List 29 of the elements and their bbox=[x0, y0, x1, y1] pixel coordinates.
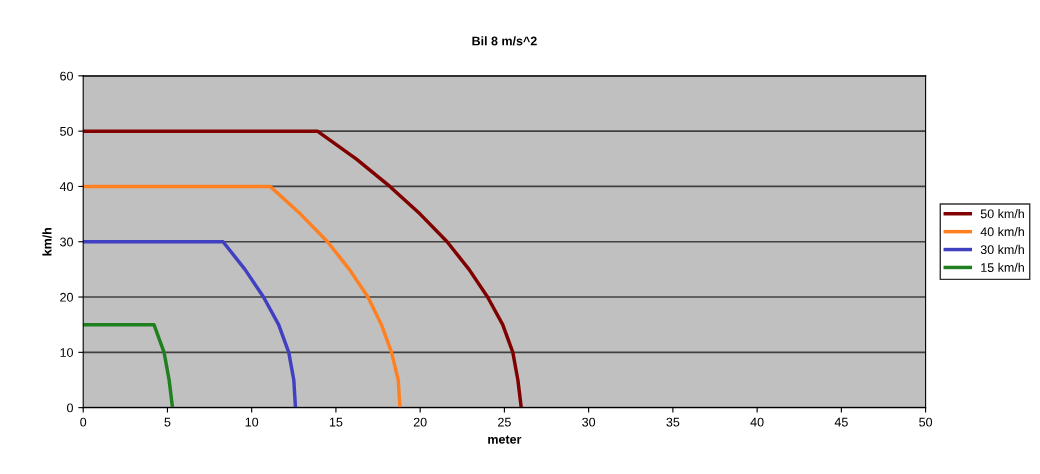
x-tick-label: 45 bbox=[834, 417, 848, 427]
x-tick-label: 50 bbox=[919, 417, 933, 427]
x-tick-label: 40 bbox=[750, 417, 764, 427]
line-series bbox=[83, 129, 523, 408]
legend-label: 30 km/h bbox=[980, 244, 1024, 255]
x-tick-label: 25 bbox=[498, 417, 511, 427]
y-tick-label: 0 bbox=[67, 403, 73, 413]
x-axis-title: meter bbox=[488, 435, 522, 444]
line-series bbox=[83, 322, 175, 408]
y-tick-label: 30 bbox=[60, 237, 73, 247]
x-tick-label: 0 bbox=[80, 417, 87, 427]
x-tick-label: 20 bbox=[413, 417, 427, 427]
legend-label: 15 km/h bbox=[981, 262, 1024, 272]
y-tick-label: 60 bbox=[60, 71, 73, 81]
y-tick-label: 50 bbox=[60, 126, 73, 136]
x-tick-label: 15 bbox=[329, 417, 343, 427]
chart-title: Bil 8 m/s^2 bbox=[472, 36, 537, 46]
y-tick-label: 20 bbox=[60, 292, 73, 302]
legend-label: 40 km/h bbox=[980, 226, 1024, 237]
x-tick-label: 10 bbox=[245, 417, 259, 427]
x-tick-label: 5 bbox=[164, 417, 171, 427]
y-axis-title: km/h bbox=[42, 227, 52, 256]
x-tick-label: 30 bbox=[582, 417, 596, 427]
y-tick-label: 10 bbox=[60, 348, 73, 357]
legend-label: 50 km/h bbox=[980, 209, 1024, 219]
y-tick-label: 40 bbox=[59, 182, 73, 192]
line-series bbox=[83, 240, 298, 408]
x-tick-label: 35 bbox=[666, 417, 680, 427]
line-series bbox=[83, 184, 402, 408]
